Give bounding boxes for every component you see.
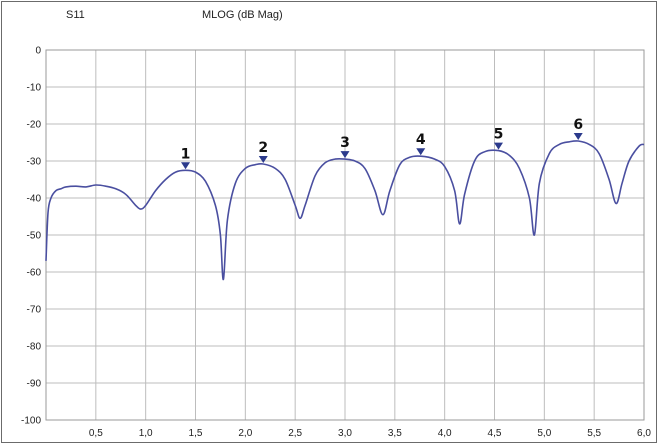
- x-tick-label: 6,0: [637, 428, 651, 439]
- x-tick-label: 5,5: [587, 428, 601, 439]
- x-tick-label: 1,0: [139, 428, 153, 439]
- x-tick-label: 3,0: [338, 428, 352, 439]
- x-tick-label: 1,5: [189, 428, 203, 439]
- y-tick-label: -50: [27, 231, 42, 242]
- y-tick-label: -40: [27, 194, 42, 205]
- x-tick-label: 4,5: [488, 428, 502, 439]
- x-tick-label: 0,5: [89, 428, 103, 439]
- marker-2-triangle: [258, 155, 268, 163]
- x-tick-label: 5,0: [537, 428, 551, 439]
- y-tick-label: -20: [27, 120, 42, 131]
- trace-label: S11: [66, 9, 85, 21]
- s11-trace-line: [45, 140, 645, 281]
- marker-layer: 1 2 3 4 5 6: [181, 117, 583, 170]
- y-tick-label: -30: [27, 157, 42, 168]
- y-tick-label: -100: [21, 416, 41, 427]
- marker-3-label: 3: [340, 135, 350, 151]
- y-tick-label: -90: [27, 379, 42, 390]
- x-tick-label: 2,0: [238, 428, 252, 439]
- marker-4-label: 4: [416, 132, 426, 148]
- marker-4-triangle: [416, 148, 426, 156]
- x-tick-label: 2,5: [288, 428, 302, 439]
- marker-6-triangle: [573, 133, 583, 141]
- marker-1-label: 1: [181, 146, 191, 162]
- y-tick-label: 0: [35, 46, 41, 57]
- x-tick-label: 3,5: [388, 428, 402, 439]
- marker-3-triangle: [340, 151, 350, 159]
- y-tick-label: -70: [27, 305, 42, 316]
- marker-2-label: 2: [258, 140, 268, 156]
- marker-5-label: 5: [494, 127, 504, 143]
- marker-6-label: 6: [573, 117, 583, 133]
- format-label: MLOG (dB Mag): [202, 9, 283, 21]
- marker-5-triangle: [493, 142, 503, 150]
- x-tick-label: 4,0: [438, 428, 452, 439]
- y-tick-label: -60: [27, 268, 42, 279]
- plot-border: [45, 49, 645, 421]
- y-tick-label: -80: [27, 342, 42, 353]
- trace-layer: [45, 140, 645, 281]
- grid: [45, 49, 645, 421]
- tick-labels: 0 -10 -20 -30 -40 -50 -60 -70 -80 -90 -100 0,5 1,0 1,…: [21, 46, 651, 440]
- marker-1-triangle: [181, 162, 191, 170]
- y-tick-label: -10: [27, 83, 42, 94]
